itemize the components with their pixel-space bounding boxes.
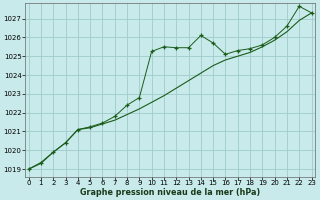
X-axis label: Graphe pression niveau de la mer (hPa): Graphe pression niveau de la mer (hPa) bbox=[80, 188, 260, 197]
